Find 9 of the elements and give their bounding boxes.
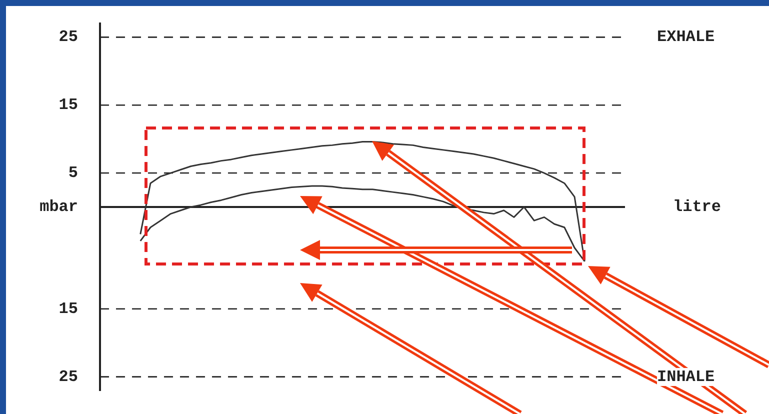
y-tick-label: 15 — [58, 96, 78, 114]
x-axis-title: litre — [673, 198, 722, 216]
y-tick-label: 25 — [58, 28, 78, 46]
y-tick-label: 5 — [68, 164, 78, 182]
text: EXHALE — [657, 28, 715, 46]
y-tick-label: 15 — [58, 300, 78, 318]
text: INHALE — [657, 368, 715, 386]
y-tick-label: 25 — [58, 368, 78, 386]
y-tick-label: mbar — [40, 198, 78, 216]
